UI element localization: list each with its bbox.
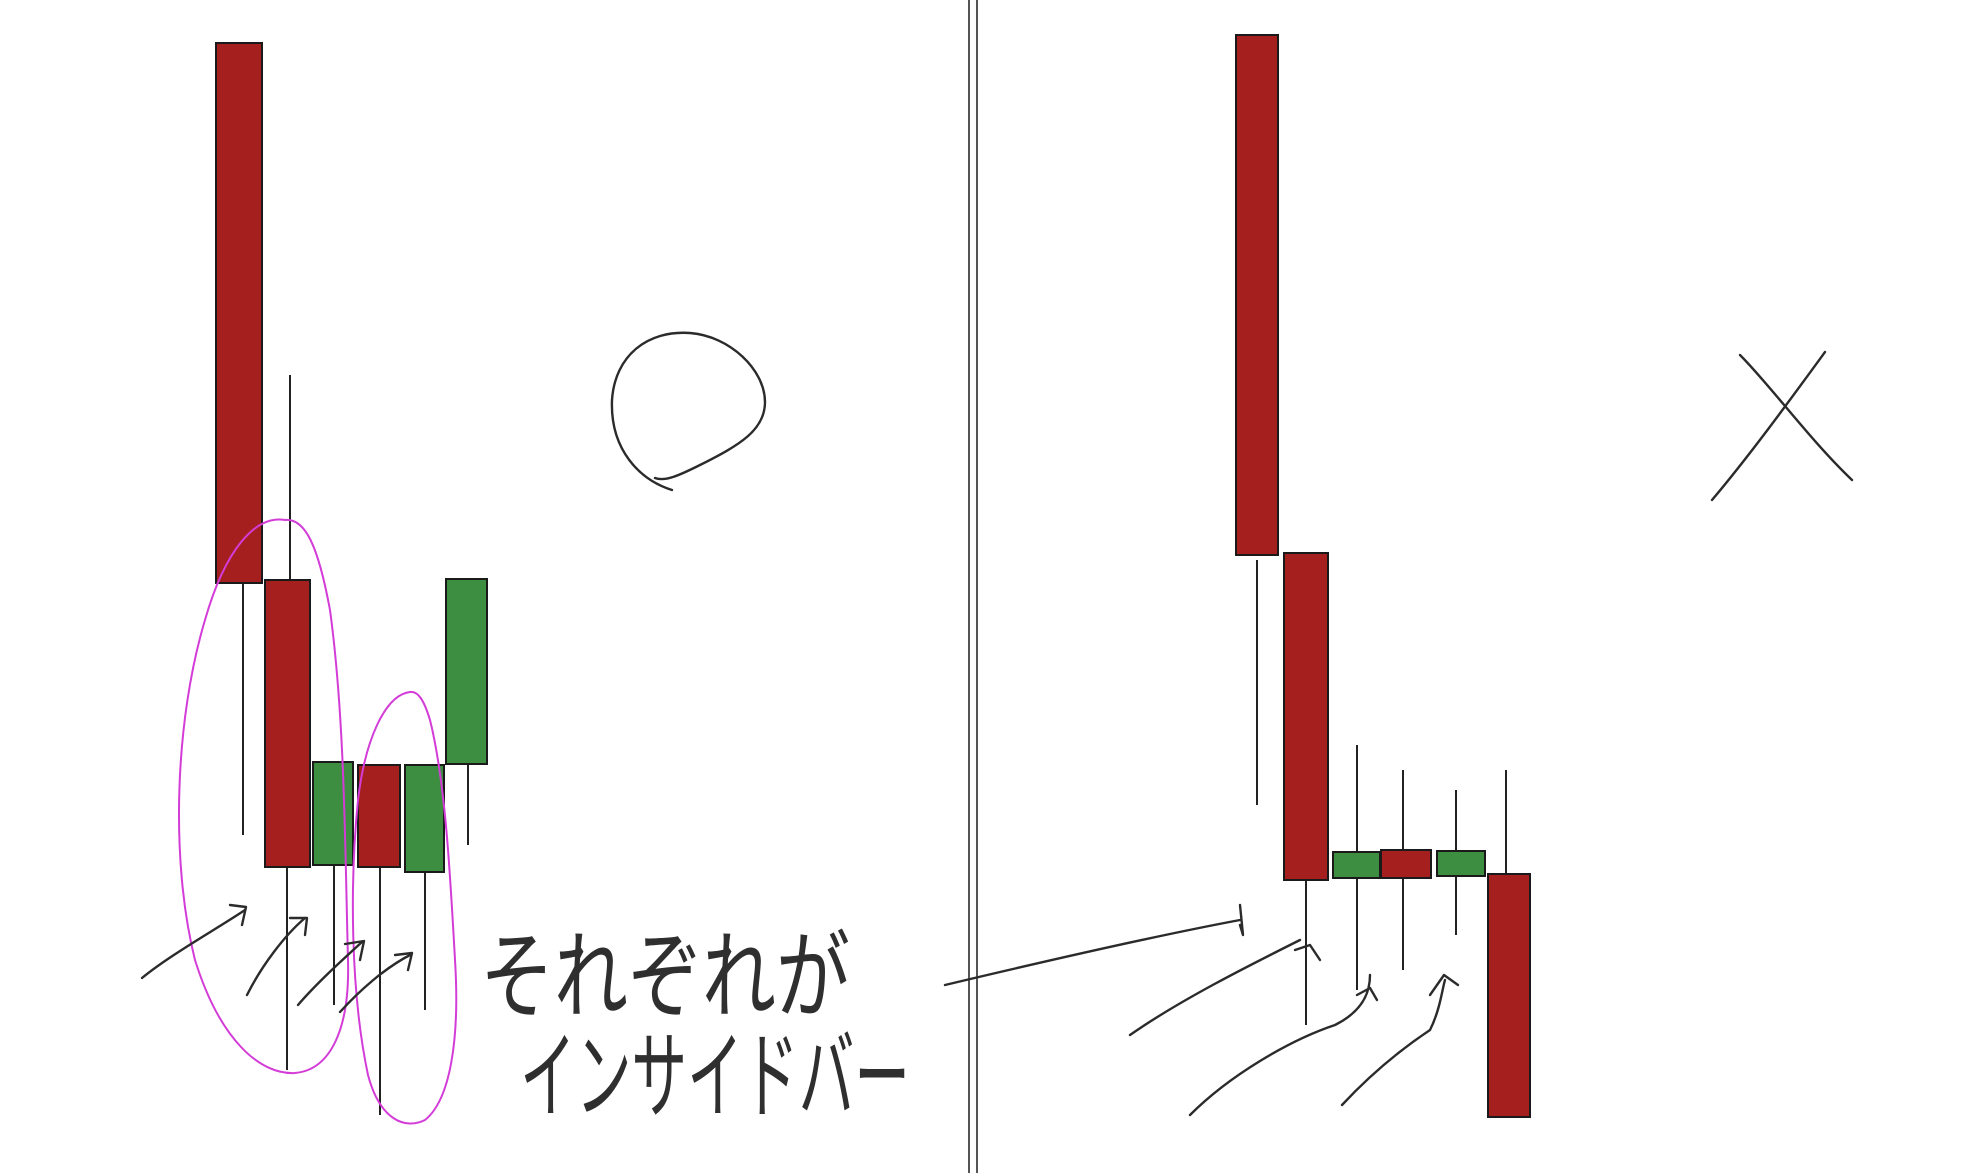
bullish-candle [312, 761, 354, 866]
bearish-candle [215, 42, 263, 584]
annotation-line-1: それぞれが [480, 921, 850, 1033]
annotation: それぞれが インサイドバー [480, 918, 1242, 1133]
bearish-candle [1380, 849, 1432, 879]
bearish-candle [357, 764, 401, 868]
arrow-icon [245, 916, 307, 997]
highlight-loop [351, 690, 458, 1125]
verdict-note: O [0, 0, 1, 1]
arrow-icon [343, 939, 366, 962]
arrow-icon [1188, 973, 1372, 1117]
bullish-candle [1436, 850, 1486, 877]
arrow-icon [288, 916, 309, 937]
bearish-candle [264, 579, 311, 868]
arrow-icon [228, 903, 248, 927]
pointer-line [943, 918, 1242, 987]
arrow-icon [1428, 973, 1460, 997]
bearish-candle [1283, 552, 1329, 881]
arrow-icon [393, 951, 414, 972]
cross-mark-icon [1710, 350, 1854, 502]
arrow-icon [296, 940, 364, 1007]
right-panel: X [0, 0, 1854, 1118]
bearish-candle [1235, 34, 1279, 556]
pointer-arrows [1128, 903, 1460, 1117]
left-panel: O [0, 0, 767, 1125]
highlight-loop [178, 518, 350, 1075]
panel-divider [968, 0, 978, 1173]
annotation-line-2: インサイドバー [520, 1021, 910, 1133]
bullish-candle [1332, 851, 1381, 879]
verdict-note: X [0, 0, 1, 1]
arrow-icon [140, 908, 247, 980]
arrow-icon [1355, 986, 1379, 1002]
arrow-icon [1238, 903, 1245, 937]
arrow-icon [338, 953, 412, 1014]
arrow-icon [1293, 943, 1322, 962]
bullish-candle [404, 764, 445, 873]
bearish-candle [1487, 873, 1531, 1118]
arrow-icon [1340, 978, 1447, 1107]
circle-mark-icon [610, 331, 767, 492]
arrow-icon [1128, 938, 1302, 1037]
bullish-candle [445, 578, 488, 765]
pointer-arrows [140, 903, 414, 1014]
